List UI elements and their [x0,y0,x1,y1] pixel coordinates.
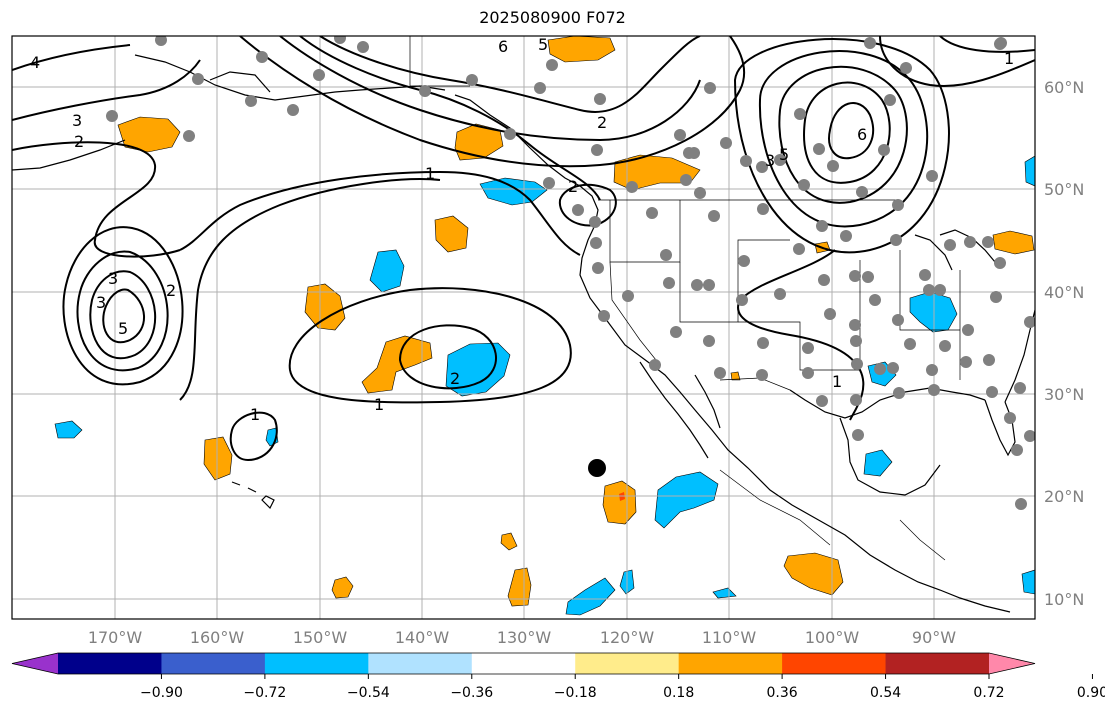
colorbar-tick-label: −0.72 [243,685,286,701]
lon-label: 160°W [190,628,245,647]
lat-label: 60°N [1044,78,1084,97]
lat-label: 30°N [1044,385,1084,404]
contour-label: 5 [538,35,548,54]
colorbar-segment [471,653,576,674]
map-border [11,35,1036,620]
colorbar-tick-label: 0.90 [1077,685,1105,701]
lon-label: 150°W [293,628,348,647]
colorbar-tick-label: −0.36 [450,685,493,701]
colorbar-segment [678,653,783,674]
colorbar-segment [885,653,990,674]
contour-label: 4 [30,53,40,72]
colorbar-tick-label: 0.36 [767,685,798,701]
latitude-labels: 60°N 50°N 40°N 30°N 20°N 10°N [1044,78,1084,609]
contour-label: 2 [568,177,578,196]
contour-label: 5 [118,319,128,338]
negative-anomaly-areas [54,155,1035,616]
colorbar-segment [575,653,680,674]
contour-labels: 4 3 2 1 6 5 3 5 2 3 2 2 1 2 1 1 6 5 3 1 [30,35,1014,424]
colorbar-outline [11,652,1036,675]
contour-label: 6 [498,37,508,56]
contour-label: 2 [450,369,460,388]
contour-label: 5 [779,145,789,164]
station-markers [106,36,1035,510]
colorbar-extend-high [989,653,1035,674]
map-title: 2025080900 F072 [479,8,626,27]
contour-label: 2 [597,113,607,132]
colorbar-tick-label: −0.18 [554,685,597,701]
political-boundaries [409,36,961,561]
lon-label: 170°W [88,628,143,647]
contour-label: 2 [166,281,176,300]
colorbar-tick-label: 0.18 [663,685,694,701]
colorbar-segment [161,653,266,674]
contour-label: 3 [765,151,775,170]
lon-label: 140°W [395,628,450,647]
lon-label: 110°W [702,628,757,647]
contour-label: 2 [74,132,84,151]
contour-label: 1 [832,372,842,391]
colorbar-tick-label: 0.54 [870,685,901,701]
colorbar-tick-label: −0.90 [140,685,183,701]
lon-label: 90°W [912,628,956,647]
lon-label: 100°W [805,628,860,647]
positive-anomaly-areas [117,36,1035,607]
contour-label: 1 [374,395,384,414]
lon-label: 130°W [497,628,552,647]
colorbar-tick-label: −0.54 [347,685,390,701]
colorbar-tick-labels: −0.90 −0.72 −0.54 −0.36 −0.18 0.18 0.36 0.54 0.7… [140,674,1105,701]
lat-label: 10°N [1044,590,1084,609]
contour-label: 1 [425,164,435,183]
contour-label: 6 [857,125,867,144]
lon-label: 120°W [600,628,655,647]
colorbar-segment [58,653,162,674]
contour-label: 3 [108,269,118,288]
contour-label: 3 [72,111,82,130]
lat-label: 50°N [1044,180,1084,199]
contour-label: 3 [96,293,106,312]
colorbar-segment [782,653,887,674]
contour-label: 1 [250,405,260,424]
colorbar-segment [368,653,473,674]
location-marker [588,459,606,477]
contour-label: 1 [1004,49,1014,68]
lat-label: 40°N [1044,283,1084,302]
colorbar-extend-low [12,653,58,674]
contour-lines [12,36,1035,462]
coastlines [12,54,1035,613]
lat-label: 20°N [1044,487,1084,506]
colorbar-tick-label: 0.72 [973,685,1004,701]
colorbar-segment [264,653,369,674]
longitude-labels: 170°W 160°W 150°W 140°W 130°W 120°W 110°… [88,628,956,647]
colorbar [11,652,1036,675]
